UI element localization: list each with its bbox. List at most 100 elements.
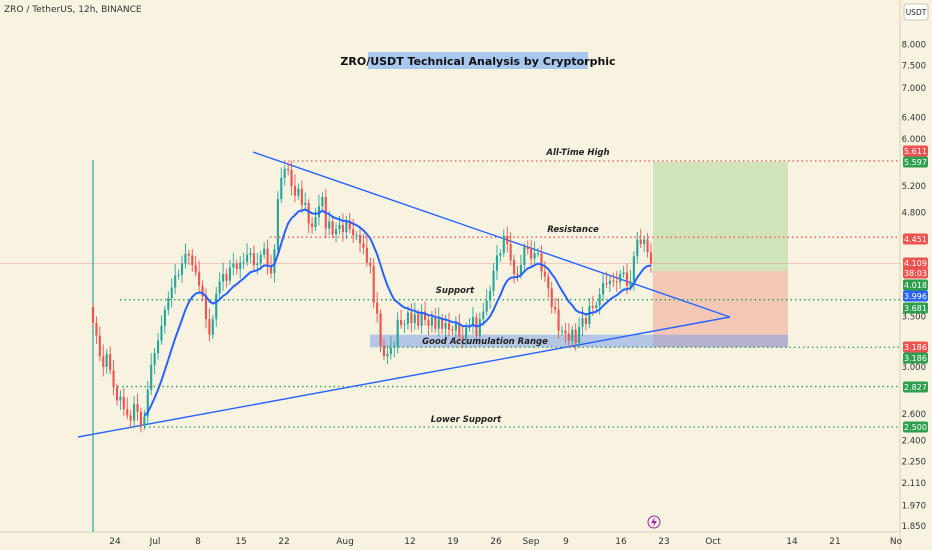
candle[interactable] [427,316,430,336]
price-badge[interactable]: 38:03 [903,267,928,279]
candle[interactable] [91,303,95,327]
candle[interactable] [499,249,502,263]
candle[interactable] [280,167,283,203]
candle[interactable] [396,312,399,354]
candle[interactable] [492,262,495,297]
stop-zone[interactable] [653,270,788,348]
candle[interactable] [222,262,225,291]
candle[interactable] [126,397,129,420]
candle[interactable] [215,287,218,328]
price-badge[interactable]: 3.681 [903,302,928,314]
candle[interactable] [191,249,194,272]
candle[interactable] [612,272,615,287]
price-badge[interactable]: 3.996 [903,290,928,302]
moving-average-line[interactable] [143,208,652,417]
candle[interactable] [437,307,440,337]
candle[interactable] [249,247,252,263]
candle[interactable] [119,390,122,410]
candle[interactable] [321,191,324,212]
candle[interactable] [297,183,300,200]
candle[interactable] [307,198,310,233]
candle[interactable] [252,245,255,271]
candle[interactable] [263,242,266,259]
candle[interactable] [550,281,553,314]
candle[interactable] [554,297,557,314]
candle[interactable] [502,229,505,258]
candle[interactable] [533,241,536,266]
candle[interactable] [574,323,577,351]
candle[interactable] [174,264,177,295]
price-badge[interactable]: 4.018 [903,279,928,291]
currency-button[interactable]: USDT [903,3,929,21]
price-badge[interactable]: 2.500 [903,421,928,433]
candle[interactable] [400,309,403,329]
candle[interactable] [170,278,173,308]
candle[interactable] [276,191,279,256]
candle[interactable] [160,315,163,345]
candle[interactable] [235,259,238,275]
candle[interactable] [602,274,605,302]
candle[interactable] [605,271,608,289]
target-zone[interactable] [653,161,788,271]
candle[interactable] [386,345,389,365]
candle[interactable] [420,303,423,334]
candle[interactable] [228,259,231,285]
candle[interactable] [389,336,392,360]
candle[interactable] [523,243,526,274]
candle[interactable] [530,240,533,269]
candle[interactable] [406,306,410,330]
price-badge[interactable]: 4.109 [903,257,928,269]
candle[interactable] [245,243,249,266]
candle[interactable] [365,236,368,267]
ascending-trendline[interactable] [77,316,731,438]
candle[interactable] [362,234,365,255]
candle[interactable] [105,348,108,374]
candle[interactable] [372,258,375,308]
price-badge[interactable]: 3.186 [903,352,928,364]
candle[interactable] [560,325,564,337]
candle[interactable] [441,313,444,335]
candle[interactable] [208,308,211,342]
candle[interactable] [300,180,303,213]
candle[interactable] [526,240,529,255]
candle[interactable] [334,222,338,243]
candle[interactable] [376,292,379,323]
candle[interactable] [451,325,454,335]
candle[interactable] [355,231,358,241]
lightning-icon[interactable] [647,515,661,529]
candle[interactable] [314,208,317,232]
candle[interactable] [102,344,105,377]
candle[interactable] [153,347,156,375]
candle[interactable] [146,380,149,425]
candle[interactable] [509,232,512,266]
candle[interactable] [513,255,516,284]
price-badge[interactable]: 4.451 [903,233,928,245]
candle[interactable] [478,312,481,345]
candle[interactable] [458,313,461,342]
candle[interactable] [619,270,622,290]
candle[interactable] [536,247,540,258]
candle[interactable] [139,407,142,433]
candle[interactable] [150,353,153,396]
candle[interactable] [304,192,307,211]
candle[interactable] [133,396,136,426]
candle[interactable] [287,162,290,176]
candle[interactable] [643,235,646,252]
candle[interactable] [358,228,362,253]
candle[interactable] [571,325,574,345]
candle[interactable] [218,272,221,299]
candle[interactable] [167,291,170,316]
price-badge[interactable]: 2.827 [903,381,928,393]
candle[interactable] [578,317,581,349]
candle[interactable] [187,250,190,265]
candle[interactable] [454,316,457,339]
candle[interactable] [331,217,334,239]
price-badge[interactable]: 5.597 [903,156,928,168]
candle[interactable] [581,306,584,337]
candle[interactable] [447,312,451,337]
candle[interactable] [283,164,286,186]
candle[interactable] [341,213,344,242]
candle[interactable] [636,231,639,263]
candle[interactable] [311,217,314,234]
price-badge[interactable]: 5.611 [903,145,928,157]
